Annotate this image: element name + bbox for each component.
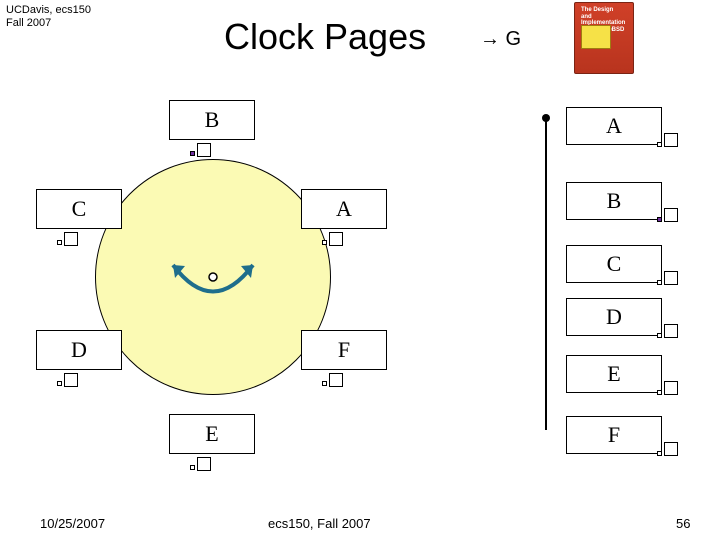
clock-node-e-box: E — [169, 414, 255, 454]
clock-node-b-dot — [190, 151, 195, 156]
attribution-line1: UCDavis, ecs150 — [6, 4, 91, 17]
book-stripe — [581, 25, 611, 49]
list-node-f-dot — [657, 451, 662, 456]
list-node-a-small — [664, 133, 678, 147]
attribution-line2: Fall 2007 — [6, 17, 91, 30]
list-node-c-box: C — [566, 245, 662, 283]
list-node-d-small — [664, 324, 678, 338]
list-node-b-dot — [657, 217, 662, 222]
attribution: UCDavis, ecs150 Fall 2007 — [6, 4, 91, 30]
clock-node-f-dot — [322, 381, 327, 386]
clock-node-c-box: C — [36, 189, 122, 229]
clock-node-c-dot — [57, 240, 62, 245]
list-node-e-small — [664, 381, 678, 395]
list-node-a-dot — [657, 142, 662, 147]
list-line — [545, 118, 547, 430]
clock-node-d-box: D — [36, 330, 122, 370]
arrow-g-label: → G — [480, 28, 521, 51]
book-cover: The Design and Implementation of the Fre… — [574, 2, 634, 74]
list-node-b-small — [664, 208, 678, 222]
clock-node-f-small — [329, 373, 343, 387]
clock-node-b-small — [197, 143, 211, 157]
list-node-c-dot — [657, 280, 662, 285]
footer-page: 56 — [676, 516, 690, 531]
list-node-b-box: B — [566, 182, 662, 220]
list-node-c-small — [664, 271, 678, 285]
clock-node-c-small — [64, 232, 78, 246]
list-node-e-dot — [657, 390, 662, 395]
clock-pivot-dot — [209, 273, 217, 281]
list-node-a-box: A — [566, 107, 662, 145]
list-node-f-box: F — [566, 416, 662, 454]
list-line-top-dot — [542, 114, 550, 122]
list-node-f-small — [664, 442, 678, 456]
list-node-e-box: E — [566, 355, 662, 393]
clock-node-b-box: B — [169, 100, 255, 140]
clock-node-a-dot — [322, 240, 327, 245]
clock-node-d-dot — [57, 381, 62, 386]
list-node-d-box: D — [566, 298, 662, 336]
clock-node-e-small — [197, 457, 211, 471]
clock-arrow — [153, 250, 273, 320]
page-title: Clock Pages — [224, 16, 426, 58]
list-node-d-dot — [657, 333, 662, 338]
clock-node-a-small — [329, 232, 343, 246]
clock-node-f-box: F — [301, 330, 387, 370]
clock-node-a-box: A — [301, 189, 387, 229]
clock-node-e-dot — [190, 465, 195, 470]
footer-center: ecs150, Fall 2007 — [268, 516, 371, 531]
clock-node-d-small — [64, 373, 78, 387]
footer-date: 10/25/2007 — [40, 516, 105, 531]
